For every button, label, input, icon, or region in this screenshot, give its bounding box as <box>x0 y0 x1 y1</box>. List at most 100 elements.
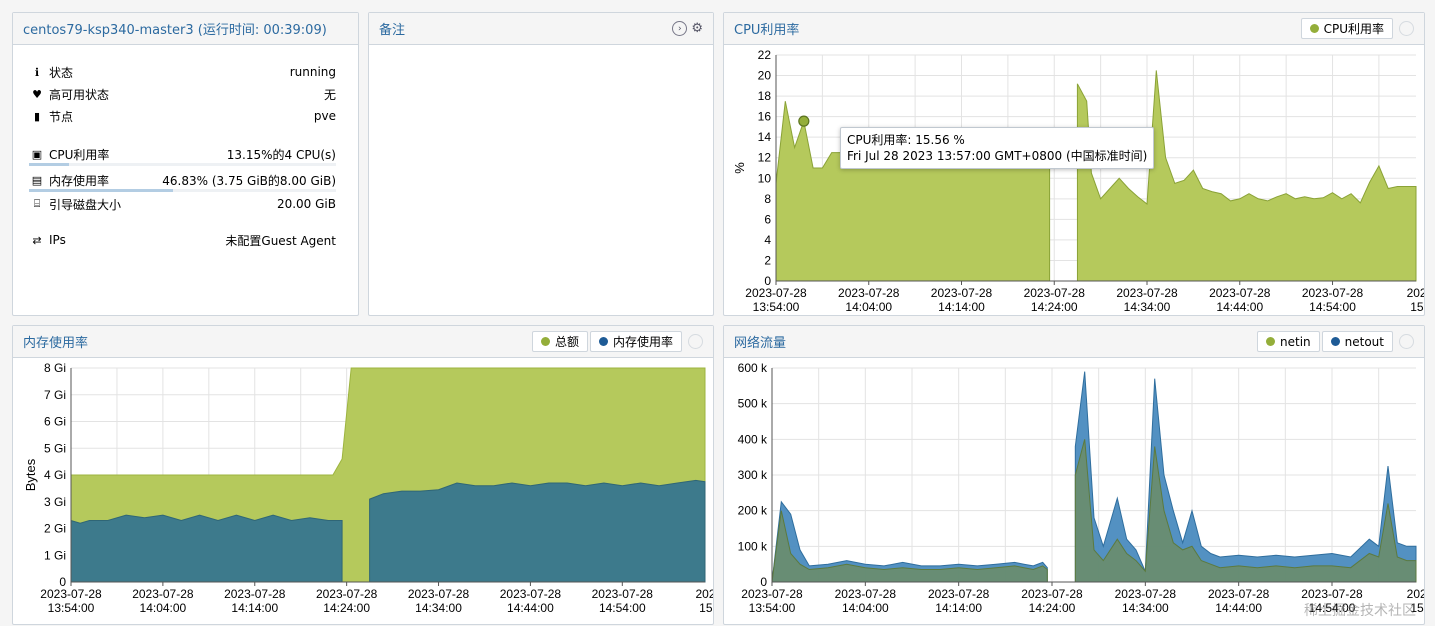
network-chart[interactable]: 0 100 k 200 k 300 k 400 k 500 k 600 k 2023-07-2… <box>724 358 1424 626</box>
legend-label: CPU利用率 <box>1323 22 1384 36</box>
x-tick-label: 2023-0 <box>1407 286 1424 300</box>
x-tick-label: 2023-07-28 <box>931 286 993 300</box>
x-tick-label: 2023-07-28 <box>745 286 807 300</box>
x-tick-label: 14:34:00 <box>415 601 462 615</box>
heartbeat-icon: ♥ <box>32 87 42 101</box>
legend-dot <box>540 337 550 346</box>
legend-toggle-icon[interactable] <box>1399 334 1414 349</box>
legend-dot <box>1309 24 1319 33</box>
x-tick-label: 2023-07-28 <box>592 587 654 601</box>
cpu-chart[interactable]: 02468101214161820222023-07-2813:54:00202… <box>724 45 1424 315</box>
status-panel: centos79-ksp340-master3 (运行时间: 00:39:09)… <box>12 12 359 316</box>
y-tick-label: 10 <box>758 171 772 185</box>
memory-icon: ▤ <box>31 173 43 187</box>
y-axis-label: Bytes <box>23 458 38 491</box>
ha-value: 无 <box>323 87 336 102</box>
y-tick-label: 200 k <box>738 504 768 518</box>
legend-toggle-icon[interactable] <box>1399 21 1414 36</box>
y-tick-label: 20 <box>758 69 772 83</box>
expand-icon[interactable]: › <box>672 21 688 36</box>
y-tick-label: 4 Gi <box>44 468 66 482</box>
x-tick-label: 2023-07-28 <box>408 587 470 601</box>
cpu-legend: CPU利用率 <box>1300 18 1414 39</box>
x-tick-label: 13:54:00 <box>753 300 800 314</box>
y-tick-label: 600 k <box>738 361 768 375</box>
x-tick-label: 2023-07-28 <box>1302 286 1364 300</box>
x-tick-label: 2023-07-28 <box>1208 587 1270 601</box>
notes-body[interactable] <box>369 45 713 315</box>
legend-label: 总额 <box>554 335 579 349</box>
disk-icon: ⌸ <box>33 197 41 210</box>
node-value: pve <box>313 109 336 123</box>
x-tick-label: 2023-07-28 <box>316 587 378 601</box>
metric-row-cpu: ▣ CPU利用率 13.15%的4 CPU(s) <box>29 141 336 167</box>
x-tick-label: 2023-07-28 <box>838 286 900 300</box>
series-area-CPU利用率 <box>1076 70 1417 282</box>
cpu-progress-fill <box>29 163 70 166</box>
series-area-内存使用率 <box>369 479 706 583</box>
disk-value: 20.00 GiB <box>276 197 336 211</box>
y-tick-label: 2 Gi <box>44 522 66 536</box>
series-area-netout <box>771 500 1048 583</box>
x-tick-label: 2023-07-28 <box>500 587 562 601</box>
y-tick-label: 500 k <box>738 397 768 411</box>
x-tick-label: 14:44:00 <box>507 601 554 615</box>
legend-label: netout <box>1344 334 1384 349</box>
x-tick-label: 2023-07-28 <box>224 587 286 601</box>
legend-dot <box>1266 337 1275 346</box>
legend-item-used[interactable]: 内存使用率 <box>589 331 682 352</box>
series-area-netin <box>771 510 1048 583</box>
legend-item-netin[interactable]: netin <box>1257 331 1320 352</box>
network-legend: netin netout <box>1257 331 1414 352</box>
x-tick-label: 14:24:00 <box>1031 300 1078 314</box>
x-tick-label: 14:54:00 <box>599 601 646 615</box>
y-tick-label: 18 <box>758 89 772 103</box>
memory-progress-fill <box>29 189 173 192</box>
network-panel: 网络流量 netin netout 0 100 k 200 k 300 k 400 k 5… <box>723 325 1425 625</box>
legend-item-total[interactable]: 总额 <box>531 331 588 352</box>
status-panel-header: centos79-ksp340-master3 (运行时间: 00:39:09) <box>13 13 358 45</box>
cpu-tooltip: CPU利用率: 15.56 % Fri Jul 28 2023 13:57:00… <box>840 127 1155 169</box>
legend-item-netout[interactable]: netout <box>1321 331 1393 352</box>
legend-item-cpu[interactable]: CPU利用率 <box>1300 18 1393 39</box>
x-tick-label: 14:04:00 <box>845 300 892 314</box>
y-tick-label: 0 <box>59 575 66 589</box>
y-tick-label: 8 Gi <box>44 361 66 375</box>
y-tick-label: 0 <box>764 274 771 288</box>
x-tick-label: 2023-07-28 <box>1115 587 1177 601</box>
legend-toggle-icon[interactable] <box>688 334 703 349</box>
highlight-point[interactable] <box>798 115 810 127</box>
memory-panel-header: 内存使用率 总额 内存使用率 <box>13 326 713 358</box>
x-tick-label: 2023-0 <box>1407 587 1424 601</box>
x-tick-label: 14:44:00 <box>1215 601 1262 615</box>
series-area-netin <box>1074 439 1417 583</box>
x-tick-label: 2023-07-28 <box>1301 587 1363 601</box>
disk-label: 引导磁盘大小 <box>49 197 122 212</box>
notes-panel: 备注 › ⚙ <box>368 12 714 316</box>
metric-row-disk: ⌸ 引导磁盘大小 20.00 GiB <box>29 193 336 215</box>
cpu-panel-header: CPU利用率 CPU利用率 <box>724 13 1424 45</box>
x-tick-label: 2023-07-28 <box>1116 286 1178 300</box>
y-tick-label: 22 <box>758 48 772 62</box>
x-tick-label: 14:54:00 <box>1309 601 1356 615</box>
legend-label: netin <box>1280 334 1311 349</box>
network-panel-title: 网络流量 <box>734 336 787 351</box>
x-tick-label: 15:03 <box>699 601 713 615</box>
series-area-netout <box>1074 371 1417 583</box>
y-tick-label: 7 Gi <box>44 388 66 402</box>
x-tick-label: 2023-07-28 <box>40 587 102 601</box>
tooltip-value: CPU利用率: 15.56 % <box>847 133 965 147</box>
gear-icon[interactable]: ⚙ <box>691 21 703 36</box>
server-icon: ▮ <box>33 109 41 123</box>
memory-legend: 总额 内存使用率 <box>531 331 703 352</box>
x-tick-label: 14:44:00 <box>1216 300 1263 314</box>
memory-chart[interactable]: 0 1 Gi 2 Gi 3 Gi 4 Gi 5 Gi 6 Gi 7 Gi 8 Gi 2023-07… <box>13 358 713 626</box>
y-axis-label: % <box>732 162 747 174</box>
x-tick-label: 2023-07-28 <box>835 587 897 601</box>
y-tick-label: 4 <box>764 233 771 247</box>
y-tick-label: 300 k <box>738 468 768 482</box>
legend-label: 内存使用率 <box>612 335 673 349</box>
x-tick-label: 13:54:00 <box>749 601 796 615</box>
ips-label: IPs <box>49 233 66 247</box>
y-tick-label: 6 <box>764 212 771 226</box>
